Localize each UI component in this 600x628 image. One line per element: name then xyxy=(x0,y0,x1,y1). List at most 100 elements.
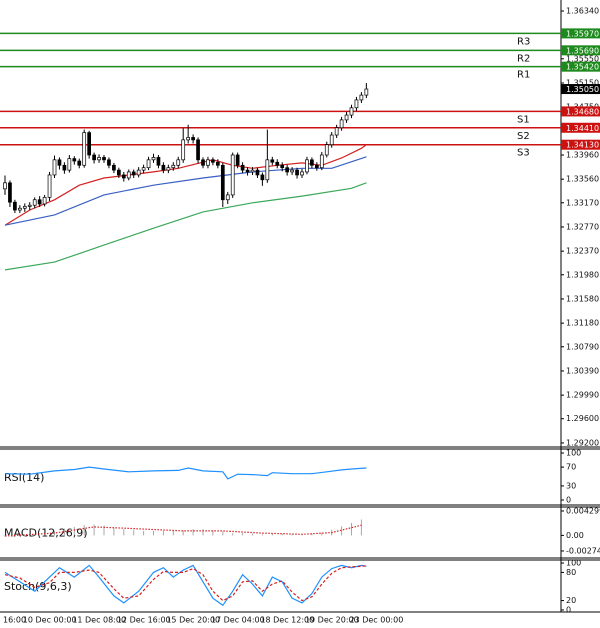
level-name: R3 xyxy=(517,36,530,47)
histogram-bar xyxy=(321,532,323,536)
level-price: 1.34410 xyxy=(566,124,599,133)
candle-body xyxy=(319,154,324,169)
candle-body xyxy=(62,164,67,171)
level-price: 1.34130 xyxy=(566,141,599,150)
candle-body xyxy=(305,159,309,173)
x-tick-label: 17 Dec 04:00 xyxy=(211,616,265,625)
y-tick-label: 30 xyxy=(566,481,576,490)
candle-body xyxy=(176,159,181,166)
histogram-bar xyxy=(281,533,283,536)
candle-body xyxy=(250,169,255,173)
y-tick-label: -0.002744 xyxy=(566,546,600,555)
y-tick-label: 1.31180 xyxy=(566,319,599,328)
histogram-bar xyxy=(103,525,105,536)
histogram-bar xyxy=(291,534,293,536)
candle-body xyxy=(166,167,171,171)
histogram-bar xyxy=(54,530,55,536)
candle-body xyxy=(280,164,285,169)
panel-title: MACD(12,26,9) xyxy=(4,527,88,540)
level-price: 1.34680 xyxy=(566,107,599,116)
histogram-bar xyxy=(34,535,36,536)
level-price-box xyxy=(561,122,600,133)
y-tick-label: 1.31580 xyxy=(566,294,599,303)
candle-body xyxy=(42,196,47,205)
y-tick-label: 1.32770 xyxy=(566,222,599,231)
y-tick-label: 1.35150 xyxy=(566,78,599,87)
candle-body xyxy=(260,174,265,181)
candle-body xyxy=(196,139,200,161)
candle-body xyxy=(206,159,210,166)
candle-body xyxy=(240,164,245,171)
candle-body xyxy=(220,164,225,201)
histogram-bar xyxy=(232,533,234,536)
level-price: 1.35690 xyxy=(566,46,599,55)
histogram-bar xyxy=(162,530,164,536)
y-tick-label: 1.35550 xyxy=(566,54,599,63)
y-tick-label: 100 xyxy=(566,448,581,457)
candle-body xyxy=(102,157,106,161)
candle-body xyxy=(216,161,220,166)
y-tick-label: 0 xyxy=(566,605,571,614)
histogram-bar xyxy=(63,528,65,536)
candle-body xyxy=(270,159,275,163)
histogram-bar xyxy=(192,529,194,536)
histogram-bar xyxy=(212,530,214,536)
x-tick-label: 18 Dec 12:00 xyxy=(260,616,314,625)
candle-body xyxy=(92,154,96,161)
candle-body xyxy=(131,171,136,176)
level-price-box xyxy=(561,45,600,56)
candle-body xyxy=(126,171,131,179)
current-price: 1.35050 xyxy=(566,85,599,94)
candle-body xyxy=(156,157,161,166)
histogram-bar xyxy=(133,530,135,536)
candle-body xyxy=(181,139,186,161)
candle-body xyxy=(27,204,32,207)
level-price: 1.35970 xyxy=(566,29,599,38)
histogram-bar xyxy=(271,533,273,536)
histogram-bar xyxy=(261,534,263,536)
histogram-bar xyxy=(242,533,244,536)
candle-body xyxy=(57,159,62,166)
candle-body xyxy=(52,159,57,176)
y-tick-label: 20 xyxy=(566,596,576,605)
x-tick-label: 12 Dec 16:00 xyxy=(117,616,171,625)
y-tick-label: 100 xyxy=(566,559,581,568)
candle-body xyxy=(136,169,141,176)
x-tick-label: 10 Dec 00:00 xyxy=(23,616,77,625)
candle-body xyxy=(354,99,359,109)
histogram-bar xyxy=(44,533,46,536)
candle-body xyxy=(201,159,205,166)
level-name: S2 xyxy=(517,131,530,142)
candle-body xyxy=(161,164,166,171)
level-price: 1.35420 xyxy=(566,63,599,72)
candle-body xyxy=(359,94,364,101)
indicator-line xyxy=(4,565,367,602)
y-tick-label: 0 xyxy=(566,496,571,505)
y-tick-label: 1.29990 xyxy=(566,391,599,400)
histogram-bar xyxy=(83,525,85,536)
candle-body xyxy=(235,154,240,166)
y-tick-label: 1.31980 xyxy=(566,270,599,279)
candle-body xyxy=(339,119,344,129)
candle-body xyxy=(285,167,289,173)
candle-body xyxy=(3,182,7,190)
candle-body xyxy=(37,199,42,205)
x-tick-label: 16:00 xyxy=(3,616,26,625)
candle-body xyxy=(121,174,126,179)
histogram-bar xyxy=(123,529,125,536)
candle-body xyxy=(141,167,146,171)
candle-body xyxy=(22,206,27,209)
candle-body xyxy=(97,157,101,161)
candle-body xyxy=(230,154,235,196)
y-tick-label: 1.29600 xyxy=(566,414,599,423)
level-name: R1 xyxy=(517,70,530,81)
candle-body xyxy=(290,169,294,173)
level-price-box xyxy=(561,28,600,39)
histogram-bar xyxy=(143,530,145,536)
histogram-bar xyxy=(93,524,95,536)
candle-body xyxy=(265,159,270,181)
candle-body xyxy=(116,169,121,176)
moving-average xyxy=(4,182,367,271)
